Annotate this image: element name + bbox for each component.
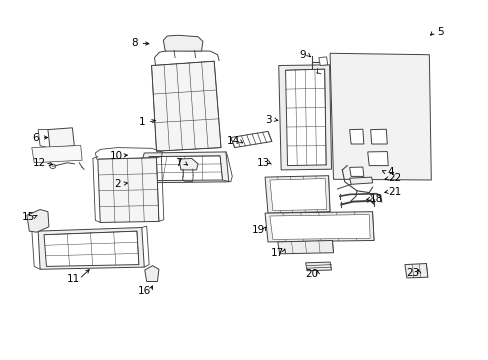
Polygon shape <box>163 35 203 51</box>
Text: 1: 1 <box>138 117 145 127</box>
Text: 7: 7 <box>175 158 182 168</box>
Text: 3: 3 <box>264 114 271 125</box>
Text: 18: 18 <box>369 194 383 204</box>
Text: 15: 15 <box>21 212 35 222</box>
Text: 13: 13 <box>256 158 269 168</box>
Text: 19: 19 <box>251 225 264 235</box>
Polygon shape <box>305 262 331 271</box>
Polygon shape <box>48 128 74 148</box>
Text: 5: 5 <box>436 27 443 37</box>
Polygon shape <box>277 240 333 254</box>
Polygon shape <box>349 177 372 184</box>
Text: 2: 2 <box>114 179 121 189</box>
Text: 17: 17 <box>270 248 284 258</box>
Circle shape <box>33 217 41 223</box>
Polygon shape <box>269 215 369 239</box>
Text: 20: 20 <box>305 269 318 279</box>
Polygon shape <box>98 158 159 222</box>
Polygon shape <box>38 228 144 269</box>
Text: 6: 6 <box>32 132 39 143</box>
Polygon shape <box>318 57 327 66</box>
Polygon shape <box>144 266 159 282</box>
Polygon shape <box>349 167 363 176</box>
Polygon shape <box>404 264 427 278</box>
Text: 16: 16 <box>137 286 151 296</box>
Polygon shape <box>269 179 326 211</box>
Polygon shape <box>27 210 49 232</box>
Polygon shape <box>370 129 386 144</box>
Polygon shape <box>151 61 221 151</box>
Text: 14: 14 <box>226 136 240 146</box>
Text: 11: 11 <box>66 274 80 284</box>
Polygon shape <box>32 145 82 163</box>
Text: 10: 10 <box>110 150 122 161</box>
Text: 21: 21 <box>387 186 401 197</box>
Text: 9: 9 <box>298 50 305 60</box>
Polygon shape <box>44 231 139 266</box>
Text: 4: 4 <box>387 167 394 177</box>
Polygon shape <box>264 212 373 242</box>
Polygon shape <box>329 53 430 180</box>
Text: 22: 22 <box>387 173 401 183</box>
Polygon shape <box>367 152 387 166</box>
Text: 23: 23 <box>406 268 419 278</box>
Polygon shape <box>349 129 363 144</box>
Polygon shape <box>278 65 331 170</box>
Polygon shape <box>264 176 329 213</box>
Polygon shape <box>285 69 325 166</box>
Circle shape <box>50 164 56 168</box>
Text: 12: 12 <box>32 158 46 168</box>
Polygon shape <box>230 131 271 148</box>
Text: 8: 8 <box>131 38 138 48</box>
Polygon shape <box>179 158 198 170</box>
Polygon shape <box>142 156 222 181</box>
Polygon shape <box>136 152 228 183</box>
